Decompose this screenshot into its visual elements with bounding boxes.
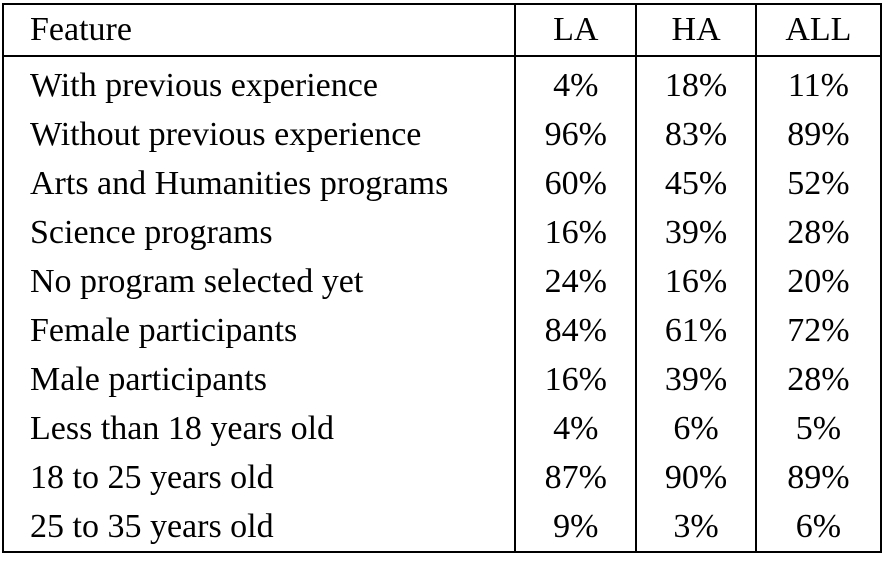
la-cell: 87%	[514, 453, 637, 502]
ha-cell: 16%	[635, 257, 756, 306]
all-cell: 20%	[754, 257, 881, 306]
header-feature: Feature	[3, 4, 516, 57]
table-header-row: Feature LA HA ALL	[3, 4, 881, 57]
la-cell: 24%	[514, 257, 637, 306]
all-cell: 72%	[754, 306, 881, 355]
header-all: ALL	[754, 4, 881, 57]
ha-cell: 6%	[635, 404, 756, 453]
ha-cell: 39%	[635, 208, 756, 257]
feature-cell: Male participants	[30, 360, 267, 398]
table-row: 25 to 35 years old 9% 3% 6%	[3, 502, 881, 552]
all-cell: 89%	[754, 110, 881, 159]
feature-cell: With previous experience	[30, 66, 378, 104]
ha-cell: 45%	[635, 159, 756, 208]
feature-cell: Science programs	[30, 213, 273, 251]
all-cell: 28%	[754, 355, 881, 404]
all-cell: 6%	[754, 502, 881, 552]
feature-cell: No program selected yet	[30, 262, 364, 300]
feature-cell: Female participants	[30, 311, 298, 349]
header-la: LA	[514, 4, 637, 57]
ha-cell: 61%	[635, 306, 756, 355]
feature-cell: 18 to 25 years old	[30, 458, 274, 496]
table-row: Without previous experience 96% 83% 89%	[3, 110, 881, 159]
demographics-table: Feature LA HA ALL With previous experien…	[2, 3, 882, 553]
feature-cell: Without previous experience	[30, 115, 422, 153]
ha-cell: 83%	[635, 110, 756, 159]
table-row: Female participants 84% 61% 72%	[3, 306, 881, 355]
feature-cell: Less than 18 years old	[30, 409, 335, 447]
all-cell: 11%	[754, 56, 881, 110]
feature-cell: 25 to 35 years old	[30, 507, 274, 545]
la-cell: 96%	[514, 110, 637, 159]
table-row: 18 to 25 years old 87% 90% 89%	[3, 453, 881, 502]
table-row: Science programs 16% 39% 28%	[3, 208, 881, 257]
all-cell: 5%	[754, 404, 881, 453]
la-cell: 16%	[514, 208, 637, 257]
table-row: No program selected yet 24% 16% 20%	[3, 257, 881, 306]
table-container: Feature LA HA ALL With previous experien…	[2, 3, 882, 553]
all-cell: 89%	[754, 453, 881, 502]
all-cell: 52%	[754, 159, 881, 208]
la-cell: 4%	[514, 404, 637, 453]
ha-cell: 3%	[635, 502, 756, 552]
la-cell: 9%	[514, 502, 637, 552]
table-row: Less than 18 years old 4% 6% 5%	[3, 404, 881, 453]
ha-cell: 39%	[635, 355, 756, 404]
all-cell: 28%	[754, 208, 881, 257]
la-cell: 84%	[514, 306, 637, 355]
la-cell: 60%	[514, 159, 637, 208]
table-row: Arts and Humanities programs 60% 45% 52%	[3, 159, 881, 208]
header-ha: HA	[635, 4, 756, 57]
la-cell: 16%	[514, 355, 637, 404]
ha-cell: 18%	[635, 56, 756, 110]
table-row: Male participants 16% 39% 28%	[3, 355, 881, 404]
feature-cell: Arts and Humanities programs	[30, 164, 449, 202]
ha-cell: 90%	[635, 453, 756, 502]
la-cell: 4%	[514, 56, 637, 110]
table-row: With previous experience 4% 18% 11%	[3, 56, 881, 110]
